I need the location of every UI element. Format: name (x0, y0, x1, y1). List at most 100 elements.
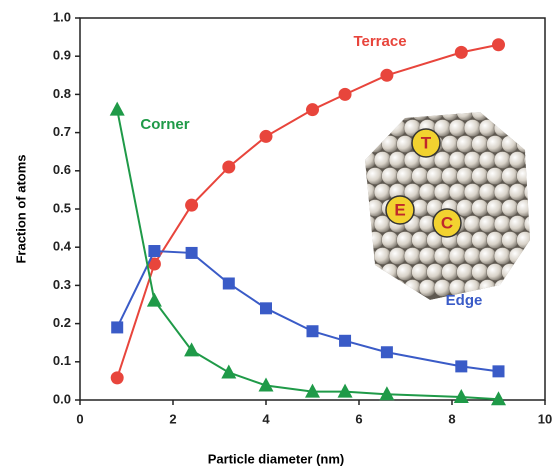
atom (434, 184, 451, 201)
chart: TEC Particle diameter (nm) Fraction of a… (0, 0, 553, 471)
atom (464, 152, 481, 169)
data-point (493, 365, 505, 377)
atom (412, 264, 429, 281)
atom (464, 216, 481, 233)
atom (517, 264, 534, 281)
atom (374, 184, 391, 201)
atom (442, 136, 459, 153)
data-point (306, 103, 319, 116)
data-point (381, 346, 393, 358)
atom (494, 248, 511, 265)
series-label: Edge (446, 292, 483, 309)
atom (367, 104, 384, 121)
atom (382, 232, 399, 249)
atom (479, 248, 496, 265)
atom (382, 168, 399, 185)
atom (427, 104, 444, 121)
atom (517, 200, 534, 217)
atom (442, 104, 459, 121)
atom (524, 248, 541, 265)
y-tick-label: 0.9 (53, 48, 71, 63)
atom (457, 168, 474, 185)
y-tick-label: 0.0 (53, 391, 71, 406)
atom (434, 248, 451, 265)
atom (487, 168, 504, 185)
atom (374, 280, 391, 297)
atom (464, 248, 481, 265)
atom (352, 104, 369, 121)
atom (472, 136, 489, 153)
atom (479, 120, 496, 137)
atom (502, 168, 519, 185)
nanoparticle-inset: TEC (352, 104, 542, 301)
atom (359, 248, 376, 265)
atom (404, 248, 421, 265)
atom (359, 120, 376, 137)
atom (374, 152, 391, 169)
atom (494, 152, 511, 169)
atom (457, 200, 474, 217)
atom (367, 264, 384, 281)
data-point (492, 38, 505, 51)
atom (487, 136, 504, 153)
atom (509, 184, 526, 201)
y-tick-label: 0.5 (53, 200, 71, 215)
atom (404, 280, 421, 297)
atom (487, 232, 504, 249)
atom (412, 168, 429, 185)
atom (517, 232, 534, 249)
atom (397, 136, 414, 153)
atom (502, 264, 519, 281)
atom (472, 264, 489, 281)
x-tick-label: 6 (355, 411, 362, 426)
atom (434, 152, 451, 169)
atom (352, 136, 369, 153)
atom (412, 232, 429, 249)
data-point (455, 46, 468, 59)
atom (457, 264, 474, 281)
atom (427, 264, 444, 281)
atom (389, 280, 406, 297)
atom (442, 264, 459, 281)
atom (502, 232, 519, 249)
atom (419, 280, 436, 297)
data-point (307, 325, 319, 337)
atom (449, 184, 466, 201)
atom (352, 264, 369, 281)
atom (367, 200, 384, 217)
atom (502, 200, 519, 217)
atom (389, 248, 406, 265)
atom (524, 120, 541, 137)
data-point (380, 69, 393, 82)
x-axis-title: Particle diameter (nm) (208, 451, 345, 466)
atom (352, 232, 369, 249)
atom (509, 280, 526, 297)
atom (449, 248, 466, 265)
atom (367, 232, 384, 249)
atom (359, 152, 376, 169)
atom (367, 168, 384, 185)
atom (494, 280, 511, 297)
data-point (185, 199, 198, 212)
y-tick-label: 0.2 (53, 315, 71, 330)
atom (367, 136, 384, 153)
atom (464, 120, 481, 137)
atom (494, 120, 511, 137)
x-tick-label: 8 (448, 411, 455, 426)
atom (382, 136, 399, 153)
data-point (455, 360, 467, 372)
data-point (148, 245, 160, 257)
data-point (111, 321, 123, 333)
atom (457, 232, 474, 249)
atom (472, 168, 489, 185)
atom (517, 136, 534, 153)
atom (382, 104, 399, 121)
atom (359, 184, 376, 201)
atom (472, 200, 489, 217)
y-tick-label: 0.1 (53, 353, 71, 368)
atom (359, 216, 376, 233)
data-point (223, 277, 235, 289)
atom (412, 104, 429, 121)
site-label: T (421, 133, 432, 152)
atom (472, 232, 489, 249)
